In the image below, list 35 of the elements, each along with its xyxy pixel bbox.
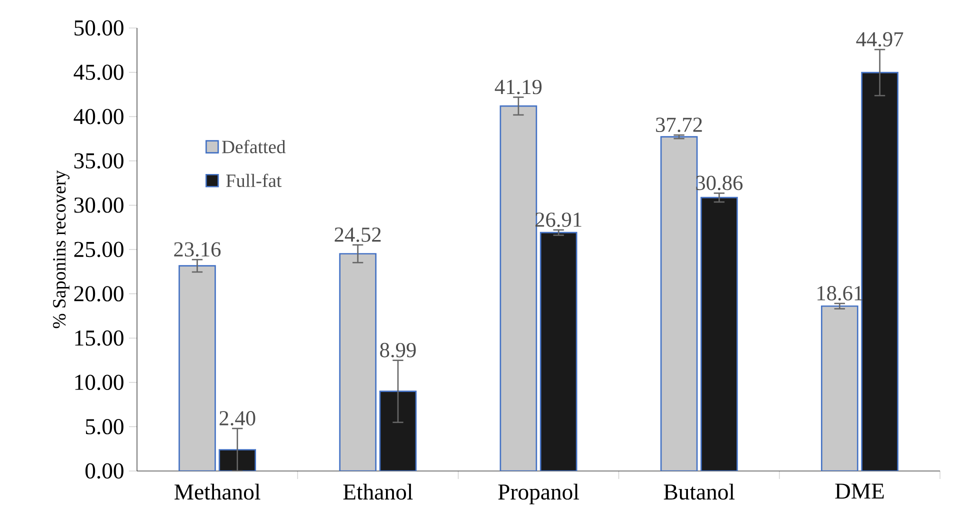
data-label: 8.99 xyxy=(380,342,416,358)
bar xyxy=(379,390,417,471)
data-label: 44.97 xyxy=(856,32,904,47)
y-tick-label: 40.00 xyxy=(74,108,124,124)
bar xyxy=(660,136,698,471)
legend-label: Defatted xyxy=(222,140,286,154)
bar xyxy=(540,232,578,471)
data-label: 37.72 xyxy=(656,118,702,132)
y-tick-label: 5.00 xyxy=(86,419,124,434)
y-tick-label: 0.00 xyxy=(85,463,124,479)
bar xyxy=(700,196,738,471)
data-label: 2.40 xyxy=(220,411,256,426)
x-tick-label: Butanol xyxy=(664,484,735,500)
y-tick-label: 35.00 xyxy=(74,153,124,169)
x-tick-label: Methanol xyxy=(174,484,260,500)
x-tick-label: Propanol xyxy=(498,484,579,504)
y-tick-label: 30.00 xyxy=(74,198,124,213)
y-tick-label: 45.00 xyxy=(74,64,124,80)
x-tick-label: DME xyxy=(835,484,884,499)
bar xyxy=(339,253,376,471)
data-label: 41.19 xyxy=(494,80,542,94)
bar xyxy=(178,265,216,471)
bar xyxy=(500,105,538,471)
y-tick-label: 50.00 xyxy=(74,20,124,36)
x-tick-label: Ethanol xyxy=(343,484,413,500)
bar xyxy=(820,305,858,471)
y-tick-label: 25.00 xyxy=(74,242,124,258)
y-axis-title: % Saponins recovery xyxy=(53,170,70,328)
y-tick-label: 15.00 xyxy=(75,330,124,346)
y-tick-label: 20.00 xyxy=(74,286,124,302)
data-label: 23.16 xyxy=(174,242,221,257)
y-tick-label: 10.00 xyxy=(75,374,124,390)
data-label: 24.52 xyxy=(334,228,381,242)
bar xyxy=(861,72,898,471)
legend-label: Full-fat xyxy=(226,174,282,188)
